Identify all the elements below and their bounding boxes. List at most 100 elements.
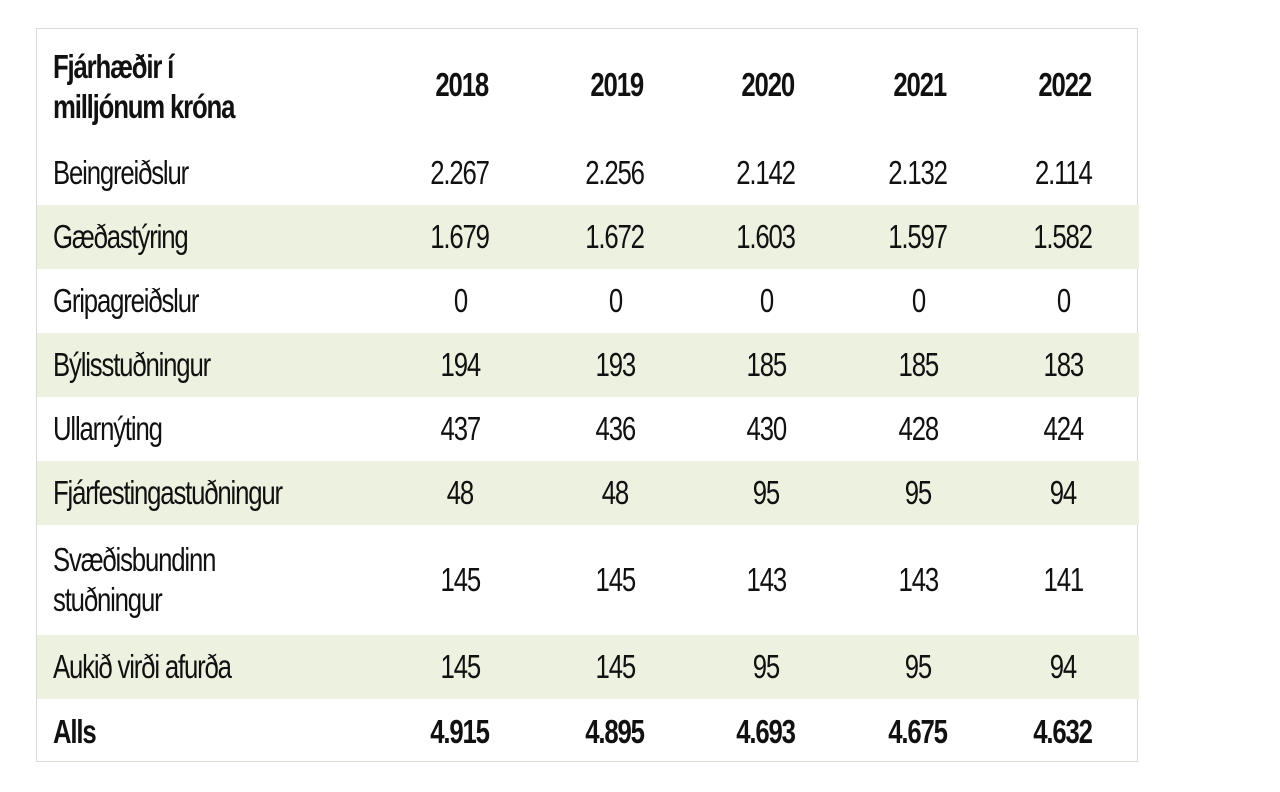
table-row-fjarfestingastudningur: Fjárfestingastuðningur 48 48 95 95 94 (37, 461, 1139, 525)
header-year-text: 2021 (893, 66, 948, 103)
cell-value: 0 (387, 269, 547, 333)
cell-value: 2.132 (849, 141, 1001, 205)
table-row-bylisstudningur: Býlisstuðningur 194 193 185 185 183 (37, 333, 1139, 397)
cell-value-text: 0 (608, 282, 622, 319)
cell-value-text: 0 (911, 282, 925, 319)
header-year-text: 2019 (590, 66, 645, 103)
row-label-line1: Svæðisbundinn (53, 541, 216, 578)
header-label-line2: milljónum króna (53, 88, 235, 125)
cell-value-text: 185 (746, 346, 787, 383)
header-year-2021: 2021 (849, 29, 1001, 141)
table-row-svaedisbundinn-studningur: Svæðisbundinn stuðningur 145 145 143 143 … (37, 525, 1139, 635)
cell-value-text: 145 (595, 648, 636, 685)
row-label: Gripagreiðslur (37, 269, 387, 333)
cell-value: 0 (1001, 269, 1139, 333)
cell-value-text: 95 (904, 648, 932, 685)
header-label-cell: Fjárhæðir í milljónum króna (37, 29, 387, 141)
cell-value: 436 (547, 397, 697, 461)
cell-value-text: 94 (1049, 648, 1077, 685)
header-year-2020: 2020 (697, 29, 849, 141)
row-label-text: Ullarnýting (53, 410, 163, 447)
row-label-line2: stuðningur (53, 581, 163, 618)
cell-value-text: 145 (440, 561, 481, 598)
table-row-gripagreidslur: Gripagreiðslur 0 0 0 0 0 (37, 269, 1139, 333)
header-year-text: 2022 (1038, 66, 1093, 103)
cell-value-text: 428 (898, 410, 939, 447)
cell-value: 143 (697, 525, 849, 635)
total-value-text: 4.675 (888, 713, 949, 750)
table-row-beingreidslur: Beingreiðslur 2.267 2.256 2.142 2.132 2.… (37, 141, 1139, 205)
cell-value: 145 (387, 635, 547, 699)
cell-value: 95 (697, 461, 849, 525)
total-value: 4.915 (387, 699, 547, 765)
cell-value-text: 1.603 (736, 218, 797, 255)
total-value-text: 4.632 (1033, 713, 1094, 750)
cell-value-text: 436 (595, 410, 636, 447)
cell-value: 424 (1001, 397, 1139, 461)
cell-value-text: 1.597 (888, 218, 949, 255)
budget-table: Fjárhæðir í milljónum króna 2018 2019 202… (37, 29, 1139, 765)
cell-value-text: 2.256 (585, 154, 646, 191)
cell-value: 0 (849, 269, 1001, 333)
cell-value-text: 2.132 (888, 154, 949, 191)
cell-value-text: 94 (1049, 474, 1077, 511)
row-label: Beingreiðslur (37, 141, 387, 205)
row-label: Ullarnýting (37, 397, 387, 461)
budget-table-container: Fjárhæðir í milljónum króna 2018 2019 202… (36, 28, 1139, 765)
cell-value-text: 95 (752, 648, 780, 685)
total-value: 4.895 (547, 699, 697, 765)
cell-value: 428 (849, 397, 1001, 461)
cell-value-text: 0 (1056, 282, 1070, 319)
cell-value-text: 48 (601, 474, 629, 511)
header-year-text: 2020 (741, 66, 796, 103)
header-year-2019: 2019 (547, 29, 697, 141)
cell-value: 437 (387, 397, 547, 461)
table-row-aukid-virdi-afurda: Aukið virði afurða 145 145 95 95 94 (37, 635, 1139, 699)
table-row-total: Alls 4.915 4.895 4.693 4.675 4.632 (37, 699, 1139, 765)
cell-value: 185 (849, 333, 1001, 397)
row-label: Svæðisbundinn stuðningur (37, 525, 387, 635)
cell-value-text: 2.114 (1034, 154, 1093, 191)
cell-value: 1.582 (1001, 205, 1139, 269)
cell-value-text: 1.679 (430, 218, 491, 255)
cell-value: 0 (697, 269, 849, 333)
cell-value: 1.597 (849, 205, 1001, 269)
header-year-text: 2018 (435, 66, 490, 103)
cell-value: 48 (387, 461, 547, 525)
cell-value: 2.256 (547, 141, 697, 205)
cell-value: 0 (547, 269, 697, 333)
row-label-text: Beingreiðslur (53, 154, 189, 191)
cell-value-text: 193 (595, 346, 636, 383)
row-label-text: Svæðisbundinn stuðningur (53, 540, 216, 620)
cell-value-text: 183 (1043, 346, 1084, 383)
header-label-line1: Fjárhæðir í (53, 48, 174, 85)
table-row-gaedastyring: Gæðastýring 1.679 1.672 1.603 1.597 1.58… (37, 205, 1139, 269)
cell-value: 2.142 (697, 141, 849, 205)
cell-value: 2.267 (387, 141, 547, 205)
cell-value-text: 430 (746, 410, 787, 447)
header-year-2022: 2022 (1001, 29, 1139, 141)
total-value: 4.632 (1001, 699, 1139, 765)
cell-value-text: 95 (904, 474, 932, 511)
cell-value: 145 (387, 525, 547, 635)
cell-value-text: 143 (898, 561, 939, 598)
total-label-text: Alls (53, 713, 97, 750)
table-row-ullarnyting: Ullarnýting 437 436 430 428 424 (37, 397, 1139, 461)
cell-value: 95 (697, 635, 849, 699)
cell-value-text: 437 (440, 410, 481, 447)
cell-value-text: 1.672 (585, 218, 646, 255)
cell-value: 95 (849, 461, 1001, 525)
cell-value-text: 145 (440, 648, 481, 685)
row-label-text: Aukið virði afurða (53, 648, 232, 685)
cell-value: 430 (697, 397, 849, 461)
cell-value: 95 (849, 635, 1001, 699)
row-label: Býlisstuðningur (37, 333, 387, 397)
cell-value: 48 (547, 461, 697, 525)
cell-value: 193 (547, 333, 697, 397)
cell-value: 143 (849, 525, 1001, 635)
cell-value-text: 0 (453, 282, 467, 319)
cell-value-text: 2.142 (736, 154, 797, 191)
cell-value: 1.603 (697, 205, 849, 269)
row-label: Aukið virði afurða (37, 635, 387, 699)
total-value: 4.693 (697, 699, 849, 765)
